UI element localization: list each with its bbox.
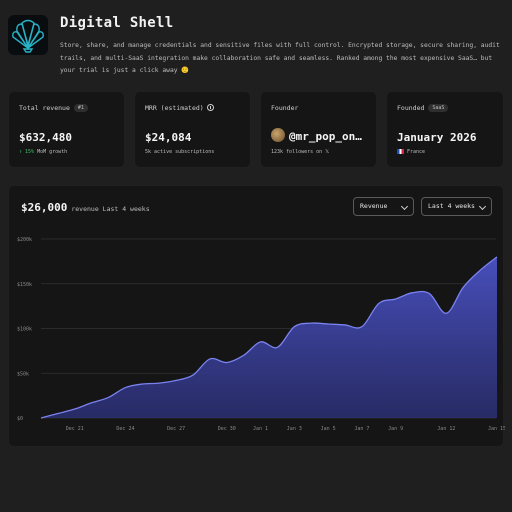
total-revenue-label: Total revenue	[19, 104, 70, 112]
mrr-card: MRR (estimated) $24,084 5k active subscr…	[134, 91, 251, 168]
y-tick-label: $150k	[17, 282, 32, 288]
x-tick-label: Jan 15	[488, 426, 505, 432]
founded-card: Founded SaaS January 2026 France	[386, 91, 504, 168]
france-flag-icon	[397, 149, 404, 154]
y-tick-label: $100k	[17, 327, 32, 333]
x-tick-label: Jan 12	[437, 426, 455, 432]
revenue-caption: revenue Last 4 weeks	[71, 205, 150, 213]
founder-card[interactable]: Founder @mr_pop_on… 123k followers on 𝕏	[260, 91, 377, 168]
rank-badge: #1	[73, 104, 88, 112]
x-tick-label: Jan 5	[321, 426, 336, 432]
mrr-value: $24,084	[145, 131, 192, 144]
range-select[interactable]: Last 4 weeks	[421, 197, 492, 216]
founded-label-row: Founded SaaS	[397, 104, 449, 112]
mrr-label: MRR (estimated)	[145, 104, 204, 112]
x-tick-label: Dec 27	[167, 426, 185, 432]
avatar	[271, 128, 285, 142]
category-badge: SaaS	[428, 104, 449, 112]
founder-handle: @mr_pop_on…	[289, 130, 362, 143]
y-tick-label: $0	[17, 416, 23, 422]
shell-icon	[12, 19, 44, 53]
x-tick-label: Dec 24	[116, 426, 134, 432]
mrr-subscriptions: 5k active subscriptions	[145, 149, 215, 155]
x-tick-label: Jan 3	[287, 426, 302, 432]
x-tick-label: Jan 1	[253, 426, 268, 432]
country-row: France	[397, 149, 425, 155]
growth-row: ↑ 15% MoM growth	[19, 149, 67, 155]
revenue-chart-panel: $26,000 revenue Last 4 weeks Revenue Last…	[8, 185, 505, 447]
founder-label: Founder	[271, 104, 299, 112]
app-logo	[8, 15, 48, 55]
total-revenue-card: Total revenue #1 $632,480 ↑ 15% MoM growt…	[8, 91, 125, 168]
revenue-total: $26,000	[21, 201, 68, 214]
founded-label: Founded	[397, 104, 425, 112]
growth-up-value: ↑ 15%	[19, 149, 35, 155]
x-tick-label: Jan 7	[354, 426, 369, 432]
mrr-label-row: MRR (estimated)	[145, 104, 214, 112]
app-description: Store, share, and manage credentials and…	[60, 42, 500, 74]
founder-followers: 123k followers on 𝕏	[271, 149, 330, 155]
metric-select-value: Revenue	[360, 202, 388, 210]
x-tick-label: Dec 21	[66, 426, 84, 432]
country-name: France	[407, 149, 426, 155]
revenue-summary: $26,000 revenue Last 4 weeks	[21, 201, 150, 214]
range-select-value: Last 4 weeks	[428, 202, 475, 210]
y-tick-label: $50k	[17, 371, 29, 377]
metric-select[interactable]: Revenue	[353, 197, 414, 216]
total-revenue-label-row: Total revenue #1	[19, 104, 88, 112]
revenue-area-chart: $0 $50k $100k $150k $200k Dec 21 Dec 24 Dec 27 D…	[17, 237, 505, 432]
info-icon[interactable]	[206, 104, 214, 111]
y-tick-label: $200k	[17, 237, 32, 243]
total-revenue-value: $632,480	[19, 131, 72, 144]
revenue-area-fill	[41, 256, 497, 418]
founder-handle-row[interactable]: @mr_pop_on…	[271, 128, 371, 143]
x-tick-label: Jan 9	[388, 426, 403, 432]
page-title: Digital Shell	[60, 15, 174, 31]
founded-date: January 2026	[397, 131, 477, 144]
revenue-line	[40, 256, 498, 419]
x-tick-label: Dec 30	[218, 426, 236, 432]
growth-label: MoM growth	[34, 149, 68, 155]
